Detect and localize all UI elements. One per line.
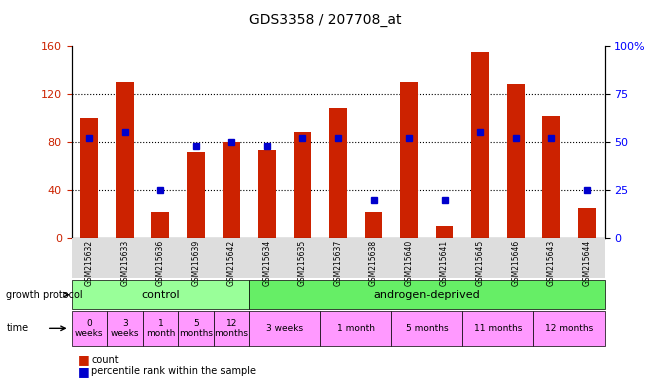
Bar xyxy=(294,132,311,238)
Bar xyxy=(507,84,525,238)
Text: GSM215635: GSM215635 xyxy=(298,240,307,286)
Text: 12 months: 12 months xyxy=(545,324,593,333)
Bar xyxy=(151,212,169,238)
Text: GSM215646: GSM215646 xyxy=(511,240,520,286)
Text: GSM215637: GSM215637 xyxy=(333,240,343,286)
Text: time: time xyxy=(6,323,29,333)
Bar xyxy=(258,151,276,238)
Text: GSM215645: GSM215645 xyxy=(476,240,485,286)
Text: GSM215641: GSM215641 xyxy=(440,240,449,286)
Text: growth protocol: growth protocol xyxy=(6,290,83,300)
Text: GSM215640: GSM215640 xyxy=(404,240,413,286)
Bar xyxy=(329,108,347,238)
Text: androgen-deprived: androgen-deprived xyxy=(374,290,480,300)
Text: 12
months: 12 months xyxy=(214,319,248,338)
Bar xyxy=(116,82,134,238)
Text: ■: ■ xyxy=(78,365,90,378)
Text: GSM215632: GSM215632 xyxy=(84,240,94,286)
Bar xyxy=(471,52,489,238)
Bar xyxy=(187,152,205,238)
Text: 1
month: 1 month xyxy=(146,319,175,338)
Text: GSM215638: GSM215638 xyxy=(369,240,378,286)
Bar xyxy=(222,142,240,238)
Text: 0
weeks: 0 weeks xyxy=(75,319,103,338)
Text: GSM215642: GSM215642 xyxy=(227,240,236,286)
Bar xyxy=(578,208,595,238)
Text: 1 month: 1 month xyxy=(337,324,375,333)
Text: ■: ■ xyxy=(78,353,90,366)
Text: GSM215639: GSM215639 xyxy=(191,240,200,286)
Text: 5
months: 5 months xyxy=(179,319,213,338)
Text: 3 weeks: 3 weeks xyxy=(266,324,304,333)
Bar xyxy=(400,82,418,238)
Text: control: control xyxy=(141,290,179,300)
Bar xyxy=(365,212,382,238)
Text: GSM215643: GSM215643 xyxy=(547,240,556,286)
Text: 11 months: 11 months xyxy=(474,324,522,333)
Bar xyxy=(81,118,98,238)
Bar xyxy=(436,226,454,238)
Text: GDS3358 / 207708_at: GDS3358 / 207708_at xyxy=(249,13,401,27)
Text: GSM215633: GSM215633 xyxy=(120,240,129,286)
Text: percentile rank within the sample: percentile rank within the sample xyxy=(91,366,256,376)
Text: GSM215644: GSM215644 xyxy=(582,240,592,286)
Text: GSM215634: GSM215634 xyxy=(263,240,272,286)
Text: 3
weeks: 3 weeks xyxy=(111,319,139,338)
Text: count: count xyxy=(91,355,119,365)
Text: 5 months: 5 months xyxy=(406,324,448,333)
Text: GSM215636: GSM215636 xyxy=(156,240,165,286)
Bar xyxy=(542,116,560,238)
